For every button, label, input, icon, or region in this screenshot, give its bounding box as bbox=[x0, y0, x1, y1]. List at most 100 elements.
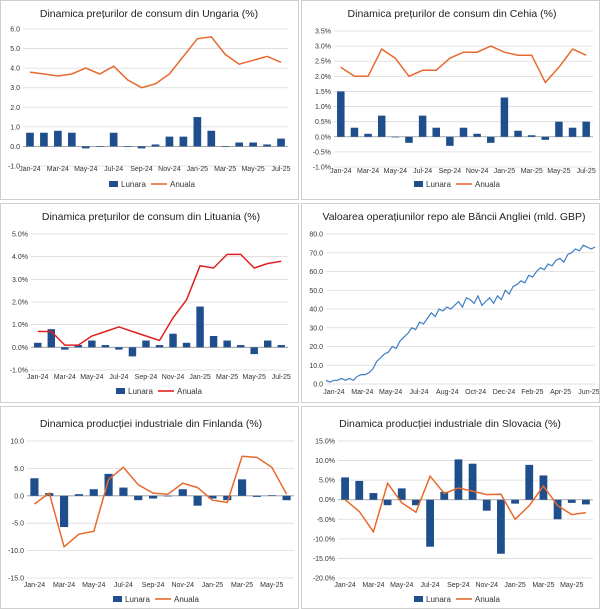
x-tick-label: Nov-24 bbox=[158, 166, 181, 173]
bar-lunara-Nov-24 bbox=[473, 133, 481, 137]
chart-title: Dinamica prețurilor de consum din Lituan… bbox=[42, 211, 260, 223]
y-tick-label: 1.0 bbox=[10, 124, 20, 131]
y-tick-label: -20.0% bbox=[313, 576, 335, 583]
x-tick-label: Jul-24 bbox=[109, 374, 128, 381]
bar-lunara-Jan-24 bbox=[30, 478, 39, 496]
bar-lunara-Jul-24 bbox=[119, 487, 128, 496]
x-tick-label: Jul-25 bbox=[271, 166, 290, 173]
y-tick-label: 70.0 bbox=[309, 250, 323, 257]
bar-lunara-Feb-24 bbox=[47, 329, 56, 348]
series-line-repo bbox=[325, 244, 596, 383]
bar-lunara-Jan-25 bbox=[500, 97, 509, 137]
legend-label-lunara: Lunara bbox=[125, 595, 150, 604]
y-tick-label: 50.0 bbox=[309, 288, 323, 295]
x-tick-label: Jan-24 bbox=[323, 389, 345, 396]
legend-label-anuala: Anuala bbox=[170, 180, 195, 189]
bar-lunara-Oct-24 bbox=[151, 144, 160, 147]
x-tick-label: Jul-24 bbox=[409, 389, 428, 396]
x-tick-label: Mar-24 bbox=[54, 374, 76, 381]
y-tick-label: 4.0% bbox=[12, 254, 28, 261]
chart-boe-repo: Valoarea operațiunilor repo ale Băncii A… bbox=[309, 211, 599, 396]
x-tick-label: Mar-24 bbox=[47, 166, 69, 173]
bar-lunara-Feb-24 bbox=[40, 132, 48, 147]
y-tick-label: 0.5% bbox=[315, 119, 331, 126]
x-tick-label: Sep-24 bbox=[142, 582, 165, 589]
x-tick-label: Jul-25 bbox=[272, 374, 291, 381]
legend-swatch-lunara bbox=[414, 596, 423, 602]
y-tick-label: 10.0 bbox=[10, 439, 24, 446]
bar-lunara-Dec-24 bbox=[182, 342, 191, 348]
bar-lunara-May-24 bbox=[397, 488, 406, 500]
chart-cpi-hungary: Dinamica prețurilor de consum din Ungari… bbox=[8, 8, 291, 189]
bar-lunara-Sep-24 bbox=[454, 459, 463, 500]
x-tick-label: Mar-24 bbox=[362, 582, 384, 589]
bar-lunara-Jul-24 bbox=[418, 115, 427, 137]
chart-title: Dinamica producției industriale din Slov… bbox=[339, 418, 561, 430]
legend-label-anuala: Anuala bbox=[475, 595, 500, 604]
bar-lunara-Aug-24 bbox=[128, 347, 137, 357]
y-tick-label: -10.0 bbox=[8, 548, 24, 555]
y-tick-label: 3.0% bbox=[315, 44, 331, 51]
legend-label-anuala: Anuala bbox=[177, 387, 202, 396]
bar-lunara-Apr-25 bbox=[541, 136, 550, 140]
bar-lunara-May-24 bbox=[391, 136, 400, 138]
bar-lunara-Jan-24 bbox=[337, 91, 345, 137]
chart-ip-finland: Dinamica producției industriale din Finl… bbox=[8, 418, 294, 604]
bar-lunara-Jun-25 bbox=[263, 144, 271, 147]
panel-cpi-czech: Dinamica prețurilor de consum din Cehia … bbox=[301, 0, 600, 200]
bar-lunara-Aug-24 bbox=[134, 495, 143, 501]
bar-lunara-Nov-24 bbox=[169, 333, 177, 348]
bar-lunara-Jul-25 bbox=[277, 138, 285, 147]
y-tick-label: -1.0 bbox=[8, 164, 20, 171]
bar-lunara-Jul-25 bbox=[277, 345, 285, 348]
x-tick-label: Mar-25 bbox=[214, 166, 236, 173]
chart-title: Valoarea operațiunilor repo ale Băncii A… bbox=[322, 211, 585, 223]
y-tick-label: 2.0 bbox=[10, 105, 20, 112]
chart-ip-slovakia: Dinamica producției industriale din Slov… bbox=[313, 418, 593, 604]
y-tick-label: 0.0% bbox=[12, 345, 28, 352]
bar-lunara-Jul-24 bbox=[109, 132, 118, 147]
legend-swatch-lunara bbox=[113, 596, 122, 602]
bar-lunara-Sep-24 bbox=[142, 340, 150, 348]
bar-lunara-Jun-24 bbox=[104, 473, 113, 496]
bar-lunara-Aug-24 bbox=[123, 146, 132, 148]
x-tick-label: Apr-25 bbox=[550, 389, 571, 396]
series-line-anuala bbox=[33, 455, 288, 549]
bar-lunara-Mar-25 bbox=[527, 135, 536, 137]
bar-lunara-Jan-25 bbox=[196, 306, 204, 348]
bar-lunara-May-25 bbox=[250, 347, 258, 355]
x-tick-label: May-24 bbox=[390, 582, 413, 589]
x-tick-label: Oct-24 bbox=[465, 389, 486, 396]
y-tick-label: 80.0 bbox=[309, 232, 323, 239]
legend-swatch-lunara bbox=[109, 181, 118, 187]
y-tick-label: 0.0 bbox=[10, 144, 20, 151]
y-tick-label: 2.0% bbox=[315, 74, 331, 81]
y-tick-label: 3.0 bbox=[10, 85, 20, 92]
x-tick-label: Jan-25 bbox=[504, 582, 526, 589]
x-tick-label: Sep-24 bbox=[135, 374, 158, 381]
x-tick-label: Mar-25 bbox=[216, 374, 238, 381]
y-tick-label: 2.5% bbox=[315, 59, 331, 66]
bar-lunara-Jun-24 bbox=[95, 146, 104, 148]
bar-lunara-Apr-24 bbox=[74, 494, 83, 496]
bar-lunara-Jun-25 bbox=[568, 127, 577, 137]
bar-lunara-Nov-24 bbox=[165, 136, 174, 147]
x-tick-label: Jan-24 bbox=[330, 168, 352, 175]
x-tick-label: Mar-24 bbox=[53, 582, 75, 589]
bar-lunara-Dec-24 bbox=[497, 499, 505, 554]
bar-lunara-Sep-24 bbox=[149, 495, 158, 499]
x-tick-label: May-24 bbox=[384, 168, 407, 175]
x-tick-label: Jul-24 bbox=[104, 166, 123, 173]
bar-lunara-Apr-25 bbox=[235, 142, 244, 147]
y-tick-label: -1.0% bbox=[10, 368, 28, 375]
x-tick-label: Mar-25 bbox=[231, 582, 253, 589]
bar-lunara-Jun-25 bbox=[582, 499, 590, 505]
y-tick-label: 0.0% bbox=[319, 497, 335, 504]
bar-lunara-Jan-24 bbox=[341, 477, 349, 500]
y-tick-label: 3.0% bbox=[12, 277, 28, 284]
bar-lunara-Feb-25 bbox=[514, 130, 522, 137]
bar-lunara-Dec-24 bbox=[193, 495, 202, 506]
x-tick-label: May-25 bbox=[560, 582, 583, 589]
y-tick-label: 5.0 bbox=[10, 46, 20, 53]
x-tick-label: May-25 bbox=[243, 374, 266, 381]
